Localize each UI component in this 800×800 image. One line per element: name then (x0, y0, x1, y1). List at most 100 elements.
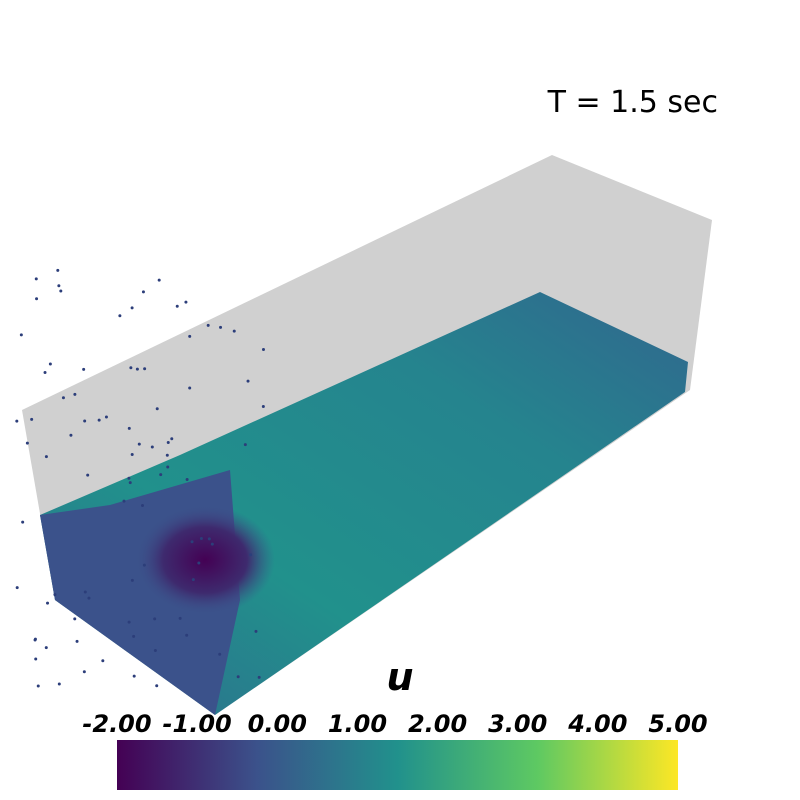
fluid-vortex (135, 505, 275, 615)
particle (118, 314, 122, 318)
particle (188, 386, 192, 390)
particle (232, 329, 236, 333)
particle (155, 684, 159, 688)
particle (157, 278, 161, 282)
particle (257, 675, 261, 679)
particle (185, 478, 189, 482)
particle (197, 561, 201, 565)
particle (141, 290, 145, 294)
particle (97, 418, 101, 422)
colorbar-tick-label: 0.00 (248, 710, 307, 738)
colorbar-tick-label: 1.00 (328, 710, 387, 738)
particle (56, 268, 60, 272)
particle (153, 649, 157, 653)
particle (104, 415, 108, 419)
particle (166, 465, 170, 469)
particle (57, 284, 61, 288)
particle (153, 617, 157, 621)
particle (254, 629, 258, 633)
particle (190, 540, 194, 544)
particle (75, 639, 79, 643)
particle (59, 289, 63, 293)
particle (44, 455, 48, 459)
particle (33, 638, 37, 642)
particle (15, 586, 19, 590)
particle (127, 620, 131, 624)
particle (261, 347, 265, 351)
particle (69, 433, 73, 437)
particle (199, 536, 203, 540)
particle (236, 675, 240, 679)
particle (73, 392, 77, 396)
colorbar-tick-label: -1.00 (163, 710, 232, 738)
particle (35, 297, 39, 301)
particle (21, 520, 25, 524)
particle (143, 367, 147, 371)
particle (135, 367, 139, 371)
particle (86, 473, 90, 477)
colorbar-tick-label: 3.00 (488, 710, 547, 738)
particle (210, 542, 214, 546)
particle (218, 652, 222, 656)
particle (155, 407, 159, 411)
particle (185, 633, 189, 637)
particle (219, 325, 223, 329)
colorbar-tick-label: 5.00 (648, 710, 707, 738)
particle (165, 453, 169, 457)
particle (206, 323, 210, 327)
particle (19, 333, 23, 337)
particle (87, 596, 91, 600)
particle (137, 442, 141, 446)
particle (132, 634, 136, 638)
particle (57, 682, 61, 686)
particle (178, 616, 182, 620)
particle (130, 578, 134, 582)
particle (191, 578, 195, 582)
particle (43, 370, 47, 374)
particle (188, 334, 192, 338)
colorbar (117, 740, 678, 790)
colorbar-tick-label: 2.00 (408, 710, 467, 738)
particle (101, 659, 105, 663)
particle (243, 443, 247, 447)
particle (130, 453, 134, 457)
spray-particles (15, 268, 265, 688)
particle (130, 306, 134, 310)
particle (34, 657, 38, 661)
particle (44, 646, 48, 650)
particle (34, 277, 38, 281)
particle (159, 473, 163, 477)
time-label: T = 1.5 sec (547, 85, 718, 120)
particle (128, 481, 132, 485)
particle (53, 593, 57, 597)
particle (249, 553, 253, 557)
particle (129, 366, 133, 370)
particle (46, 601, 50, 605)
particle (127, 476, 131, 480)
particle (83, 419, 87, 423)
particle (166, 441, 170, 445)
particle (207, 537, 211, 541)
particle (61, 396, 65, 400)
particle (246, 379, 250, 383)
colorbar-tick-label: 4.00 (567, 710, 627, 738)
particle (36, 684, 40, 688)
colorbar-title: u (386, 655, 413, 699)
particle (82, 670, 86, 674)
particle (83, 590, 87, 594)
particle (175, 304, 179, 308)
particle (141, 504, 145, 508)
particle (48, 362, 52, 366)
particle (184, 300, 188, 304)
particle (82, 367, 86, 371)
particle (73, 617, 77, 621)
particle (15, 419, 19, 423)
colorbar-tick-label: -2.00 (82, 710, 151, 738)
particle (142, 563, 146, 567)
particle (122, 499, 126, 503)
particle (30, 417, 34, 421)
particle (170, 437, 174, 441)
particle (261, 404, 265, 408)
particle (127, 426, 131, 430)
